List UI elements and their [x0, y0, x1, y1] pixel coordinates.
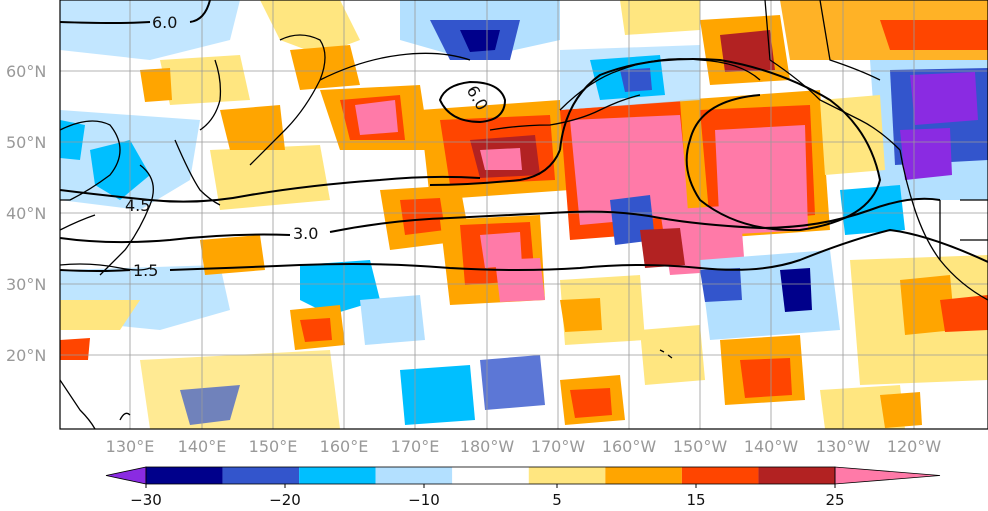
lat-label-20n: 20°N — [6, 346, 46, 365]
contour-label-3-0: 3.0 — [293, 224, 318, 243]
colorbar-tick-25: 25 — [825, 491, 844, 509]
colorbar-border — [145, 466, 836, 485]
lat-label-50n: 50°N — [6, 133, 46, 152]
colorbar-segment — [758, 467, 835, 484]
contour-loop-w — [429, 149, 561, 186]
colorbar-tick-labels: −30 −20 −10 5 15 25 — [130, 491, 844, 509]
map-border — [59, 0, 988, 430]
colorbar-extend-min — [105, 466, 147, 485]
colorbar-segment — [299, 467, 376, 484]
contour-4-5 — [60, 175, 481, 203]
contour-6-0-top — [60, 0, 211, 24]
colorbar-segment — [528, 467, 606, 484]
graticule — [60, 0, 988, 429]
lon-label-150e: 150°E — [249, 437, 298, 456]
contour-6-0-loop — [438, 80, 507, 124]
contour-label-1-5: 1.5 — [133, 261, 158, 280]
colorbar-tick-minus30: −30 — [130, 491, 162, 509]
colorbar-segment — [146, 467, 223, 484]
contour-label-4-5: 4.5 — [125, 196, 150, 215]
colorbar-extend-max — [834, 466, 941, 485]
lon-label-140w: 140°W — [744, 437, 799, 456]
contour-label-6-0-top: 6.0 — [152, 13, 177, 32]
colorbar-tick-minus10: −10 — [408, 491, 440, 509]
colorbar-segment — [375, 467, 453, 484]
colorbar-tick-minus20: −20 — [269, 491, 301, 509]
lon-label-160w: 160°W — [602, 437, 657, 456]
lat-label-40n: 40°N — [6, 204, 46, 223]
contour-lines — [60, 0, 988, 272]
colorbar-tick-5: 5 — [552, 491, 562, 509]
contour-loop-ne — [559, 58, 882, 232]
lat-label-60n: 60°N — [6, 62, 46, 81]
anomaly-shading — [60, 0, 988, 429]
longitude-labels: 130°E 140°E 150°E 160°E 170°E 180°W 170°… — [106, 437, 942, 456]
lon-label-170e: 170°E — [391, 437, 440, 456]
lon-label-120w: 120°W — [887, 437, 942, 456]
colorbar — [105, 466, 941, 488]
colorbar-segment — [681, 467, 759, 484]
lon-label-130e: 130°E — [106, 437, 155, 456]
latitude-labels: 60°N 50°N 40°N 30°N 20°N — [6, 62, 46, 365]
contour-3-0 — [60, 197, 941, 244]
contour-1-5 — [60, 228, 988, 272]
colorbar-segment — [452, 467, 529, 484]
lon-label-150w: 150°W — [673, 437, 728, 456]
lat-label-30n: 30°N — [6, 275, 46, 294]
lon-label-180w: 180°W — [460, 437, 515, 456]
lon-label-170w: 170°W — [531, 437, 586, 456]
lon-label-130w: 130°W — [816, 437, 871, 456]
colorbar-segment — [605, 467, 682, 484]
colorbar-tick-15: 15 — [686, 491, 705, 509]
colorbar-segment — [222, 467, 300, 484]
lon-label-140e: 140°E — [178, 437, 227, 456]
lon-label-160e: 160°E — [320, 437, 369, 456]
